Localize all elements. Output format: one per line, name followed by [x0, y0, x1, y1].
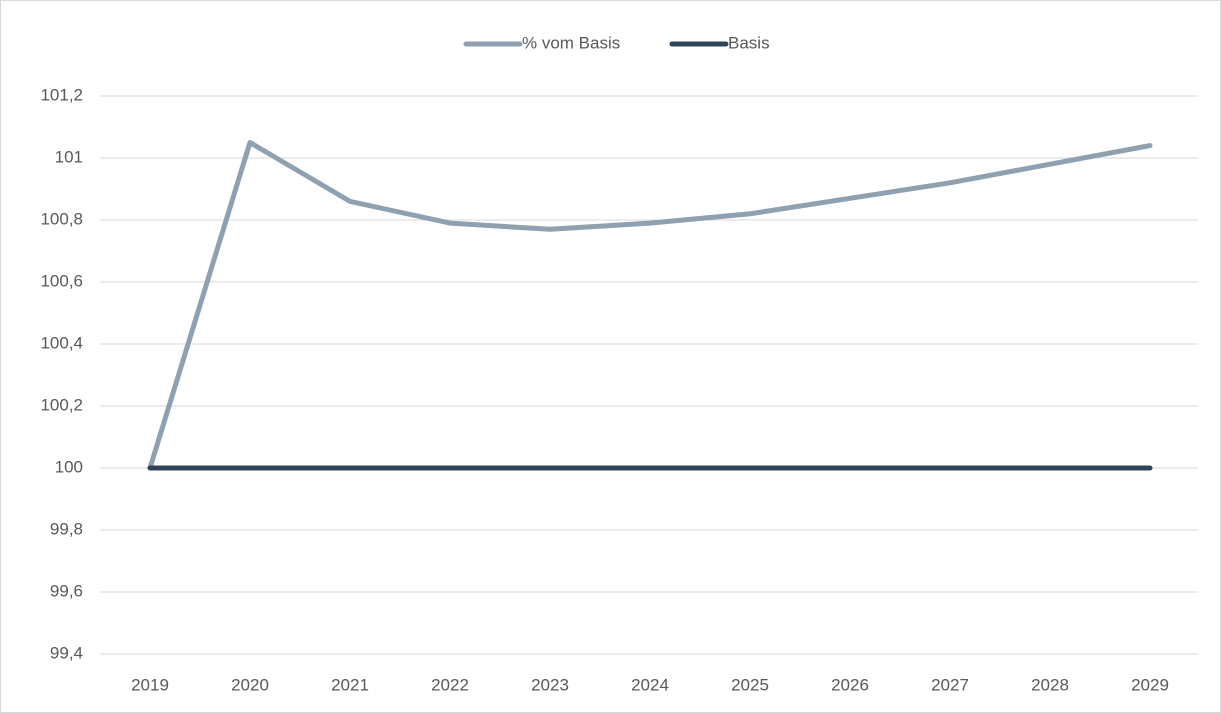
y-tick-label: 99,8: [50, 519, 83, 538]
x-tick-label: 2028: [1031, 675, 1069, 694]
legend-label: % vom Basis: [522, 33, 620, 52]
x-tick-label: 2024: [631, 675, 669, 694]
x-tick-label: 2020: [231, 675, 269, 694]
legend-label: Basis: [728, 33, 770, 52]
y-tick-label: 101,2: [40, 85, 83, 104]
y-tick-label: 100: [55, 457, 83, 476]
y-tick-label: 100,2: [40, 395, 83, 414]
x-tick-label: 2027: [931, 675, 969, 694]
x-tick-label: 2019: [131, 675, 169, 694]
x-tick-label: 2026: [831, 675, 869, 694]
y-tick-label: 99,6: [50, 581, 83, 600]
x-tick-label: 2022: [431, 675, 469, 694]
y-tick-label: 101: [55, 147, 83, 166]
x-tick-label: 2029: [1131, 675, 1169, 694]
y-tick-label: 100,4: [40, 333, 83, 352]
series-line: [147, 140, 1153, 471]
x-tick-label: 2025: [731, 675, 769, 694]
y-tick-label: 100,6: [40, 271, 83, 290]
y-tick-label: 99,4: [50, 643, 83, 662]
y-tick-label: 100,8: [40, 209, 83, 228]
x-tick-label: 2023: [531, 675, 569, 694]
x-tick-label: 2021: [331, 675, 369, 694]
